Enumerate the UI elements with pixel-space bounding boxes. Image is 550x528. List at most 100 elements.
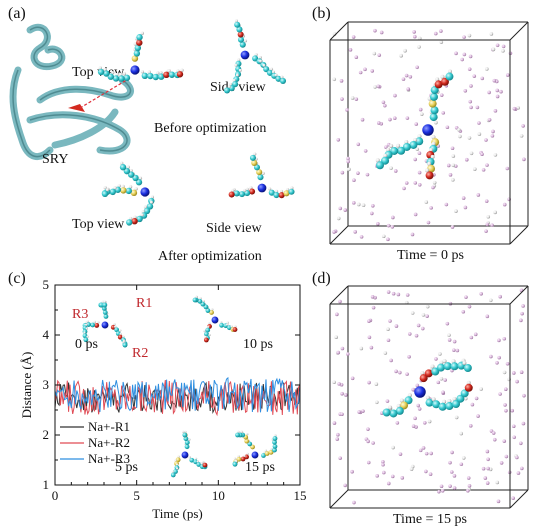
water-molecule: [395, 421, 400, 425]
carbon-atom: [112, 75, 120, 82]
hydrogen-atom: [140, 31, 144, 35]
water-molecule: [479, 291, 483, 296]
sulfur-atom: [250, 444, 255, 450]
carbon-atom: [443, 362, 452, 371]
water-molecule: [388, 319, 392, 323]
hydrogen-atom: [361, 203, 366, 208]
hydrogen-atom: [234, 325, 237, 328]
water-molecule: [445, 321, 450, 326]
water-molecule: [486, 466, 490, 471]
water-molecule: [452, 339, 457, 344]
hydrogen-atom: [431, 397, 436, 402]
carbon-atom: [249, 154, 257, 161]
water-molecule: [394, 369, 398, 374]
water-molecule: [446, 163, 451, 168]
water-molecule: [417, 183, 422, 187]
hydrogen-atom: [383, 153, 388, 158]
water-molecule: [428, 472, 433, 477]
water-molecule: [515, 379, 519, 384]
water-molecule: [448, 173, 453, 177]
hydrogen-atom: [442, 399, 447, 404]
hydrogen-atom: [389, 143, 394, 148]
water-molecule: [336, 350, 341, 355]
hydrogen-atom: [388, 405, 393, 410]
water-molecule: [436, 380, 441, 385]
water-molecule: [429, 451, 433, 456]
carbon-atom: [404, 396, 413, 405]
water-molecule: [340, 412, 344, 417]
water-molecule: [343, 208, 348, 212]
hydrogen-atom: [113, 323, 116, 326]
carbon-atom: [253, 164, 261, 171]
carbon-atom: [272, 436, 278, 441]
water-molecule: [420, 326, 425, 331]
hydrogen-atom: [262, 63, 266, 67]
carbon-atom: [123, 74, 131, 82]
carbon-atom: [103, 70, 110, 77]
oxygen-atom: [163, 71, 170, 79]
hydrogen-atom: [129, 216, 133, 221]
carbon-atom: [390, 146, 399, 155]
carbon-atom: [189, 457, 195, 463]
water-molecule: [426, 220, 431, 225]
water-molecule: [385, 399, 390, 403]
hydrogen-atom: [141, 209, 145, 214]
water-molecule: [495, 360, 499, 365]
hydrogen-atom: [485, 67, 489, 71]
water-molecule: [434, 357, 438, 361]
water-molecule: [394, 324, 399, 328]
hydrogen-atom: [447, 333, 451, 337]
hydrogen-atom: [372, 51, 377, 56]
carbon-atom: [235, 432, 240, 438]
hydrogen-atom: [182, 430, 185, 434]
water-molecule: [505, 361, 510, 366]
carbon-atom: [415, 137, 424, 146]
sodium-ion: [211, 316, 219, 324]
hydrogen-atom: [98, 66, 102, 70]
water-molecule: [512, 371, 516, 375]
water-molecule: [496, 499, 501, 504]
water-molecule: [433, 31, 438, 36]
hydrogen-atom: [489, 298, 493, 303]
x-axis-label: Time (ps): [152, 506, 202, 521]
hydrogen-atom: [417, 36, 422, 41]
water-molecule: [475, 105, 480, 110]
hydrogen-atom: [373, 85, 377, 89]
hydrogen-atom: [463, 396, 468, 401]
hydrogen-atom: [133, 42, 137, 46]
water-molecule: [386, 481, 391, 486]
water-molecule: [421, 446, 426, 450]
hydrogen-atom: [451, 359, 456, 364]
water-molecule: [510, 408, 515, 413]
oxygen-atom: [136, 39, 143, 46]
hydrogen-atom: [175, 463, 179, 466]
carbon-atom: [146, 203, 154, 210]
sulfur-atom: [209, 310, 214, 315]
water-molecule: [444, 202, 449, 207]
hydrogen-atom: [119, 72, 123, 77]
carbon-atom: [168, 71, 176, 78]
water-molecule: [501, 44, 506, 49]
hydrogen-atom: [440, 74, 445, 79]
water-molecule: [468, 424, 473, 428]
hydrogen-atom: [442, 359, 447, 364]
hydrogen-atom: [447, 69, 452, 74]
hydrogen-atom: [286, 187, 290, 192]
water-molecule: [418, 448, 423, 453]
hydrogen-atom: [261, 171, 265, 175]
water-molecule: [450, 450, 454, 455]
water-molecule: [377, 53, 382, 57]
hydrogen-atom: [244, 39, 248, 43]
carbon-atom: [261, 453, 266, 458]
hydrogen-atom: [208, 333, 211, 337]
hydrogen-atom: [417, 134, 422, 139]
water-molecule: [499, 461, 504, 465]
water-molecule: [386, 223, 391, 228]
panel-a: (a) Top view Side view Before optimizati…: [8, 5, 295, 264]
water-molecule: [448, 484, 452, 488]
water-molecule: [480, 152, 484, 157]
water-molecule: [441, 111, 446, 115]
hydrogen-atom: [439, 376, 444, 381]
hydrogen-atom: [118, 329, 122, 332]
carbon-atom: [183, 436, 189, 442]
